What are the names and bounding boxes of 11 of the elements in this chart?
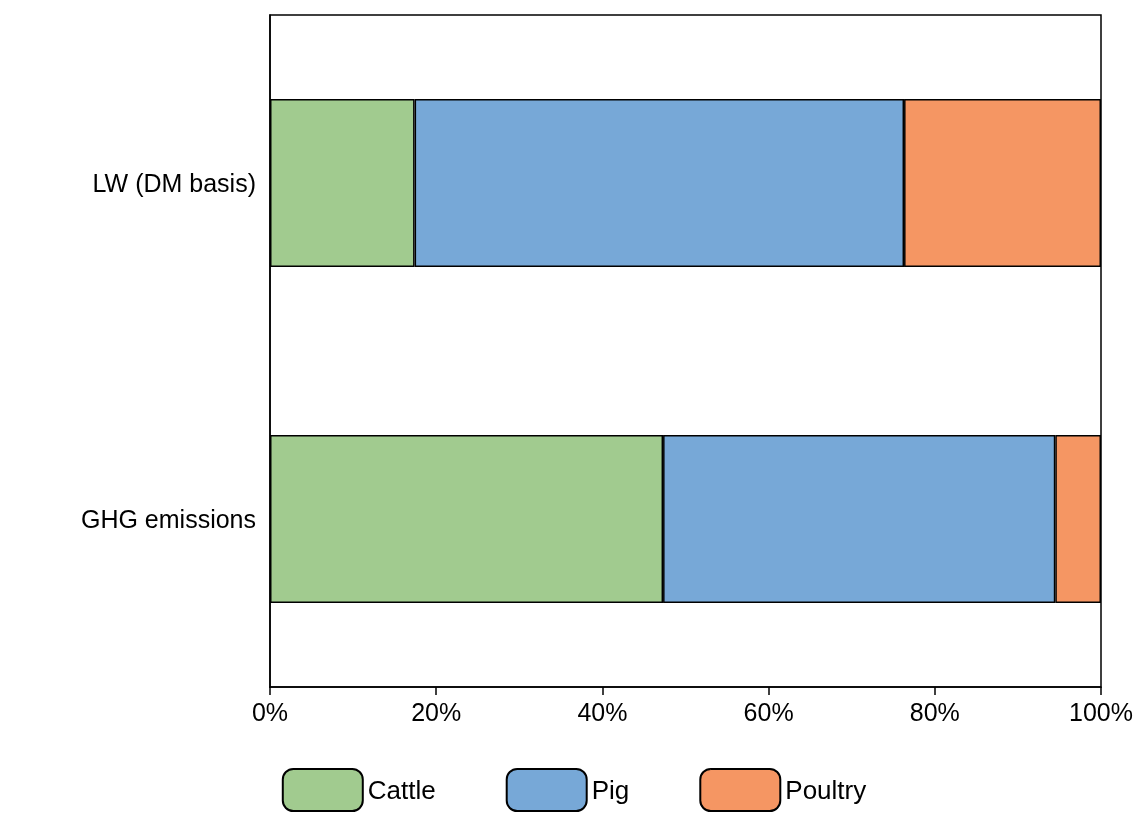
y-tick-label: GHG emissions <box>80 505 256 533</box>
x-tick-label: 20% <box>411 697 462 726</box>
legend-label: Cattle <box>367 775 436 805</box>
x-tick-label: 40% <box>577 697 628 726</box>
x-tick-label: 0% <box>251 697 289 726</box>
legend-label: Poultry <box>785 775 867 805</box>
x-tick-label: 60% <box>743 697 794 726</box>
y-tick-label: LW (DM basis) <box>92 169 256 197</box>
legend-label: Pig <box>591 775 630 805</box>
x-tick-label: 100% <box>1069 697 1133 726</box>
x-tick-label: 80% <box>909 697 960 726</box>
